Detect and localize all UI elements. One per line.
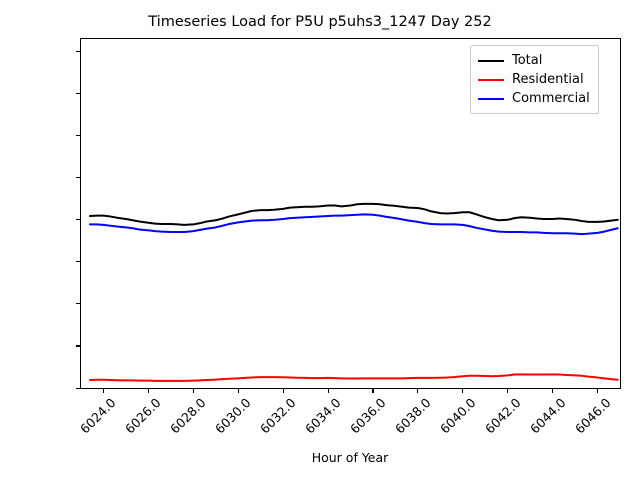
y-tick-mark (76, 219, 80, 221)
x-tick-mark (417, 389, 419, 393)
y-tick-mark (76, 261, 80, 263)
legend-item-commercial[interactable]: Commercial (478, 89, 590, 108)
legend-label: Total (512, 53, 543, 68)
y-tick-mark (76, 177, 80, 179)
series-line-residential (88, 373, 619, 382)
legend-item-total[interactable]: Total (478, 51, 590, 70)
legend-item-residential[interactable]: Residential (478, 70, 590, 89)
x-tick-mark (147, 389, 149, 393)
x-tick-mark (462, 389, 464, 393)
legend-swatch-total-icon (478, 59, 504, 62)
y-tick-mark (76, 387, 80, 389)
series-line-total (88, 202, 619, 226)
x-tick-mark (552, 389, 554, 393)
chart-legend: Total Residential Commercial (470, 45, 599, 114)
legend-swatch-commercial-icon (478, 97, 504, 100)
y-tick-mark (76, 135, 80, 137)
y-tick-mark (76, 345, 80, 347)
x-tick-mark (192, 389, 194, 393)
legend-label: Commercial (512, 91, 590, 106)
x-tick-mark (282, 389, 284, 393)
x-tick-mark (102, 389, 105, 393)
x-axis-label: Hour of Year (311, 450, 389, 465)
chart-figure: Timeseries Load for P5U p5uhs3_1247 Day … (76, 14, 621, 465)
y-tick-mark (76, 93, 80, 95)
data-lines (88, 202, 619, 382)
y-tick-mark (76, 51, 80, 53)
x-tick-mark (507, 389, 509, 393)
series-line-commercial (88, 213, 619, 236)
x-tick-mark (327, 389, 329, 393)
x-tick-mark (237, 389, 239, 393)
x-tick-label: 6046.0 (571, 395, 614, 437)
chart-title: Timeseries Load for P5U p5uhs3_1247 Day … (148, 14, 492, 30)
y-tick-mark (76, 303, 80, 305)
legend-label: Residential (512, 72, 584, 87)
x-tick-mark (597, 389, 599, 393)
x-tick-mark (372, 389, 374, 393)
legend-swatch-residential-icon (478, 78, 504, 81)
